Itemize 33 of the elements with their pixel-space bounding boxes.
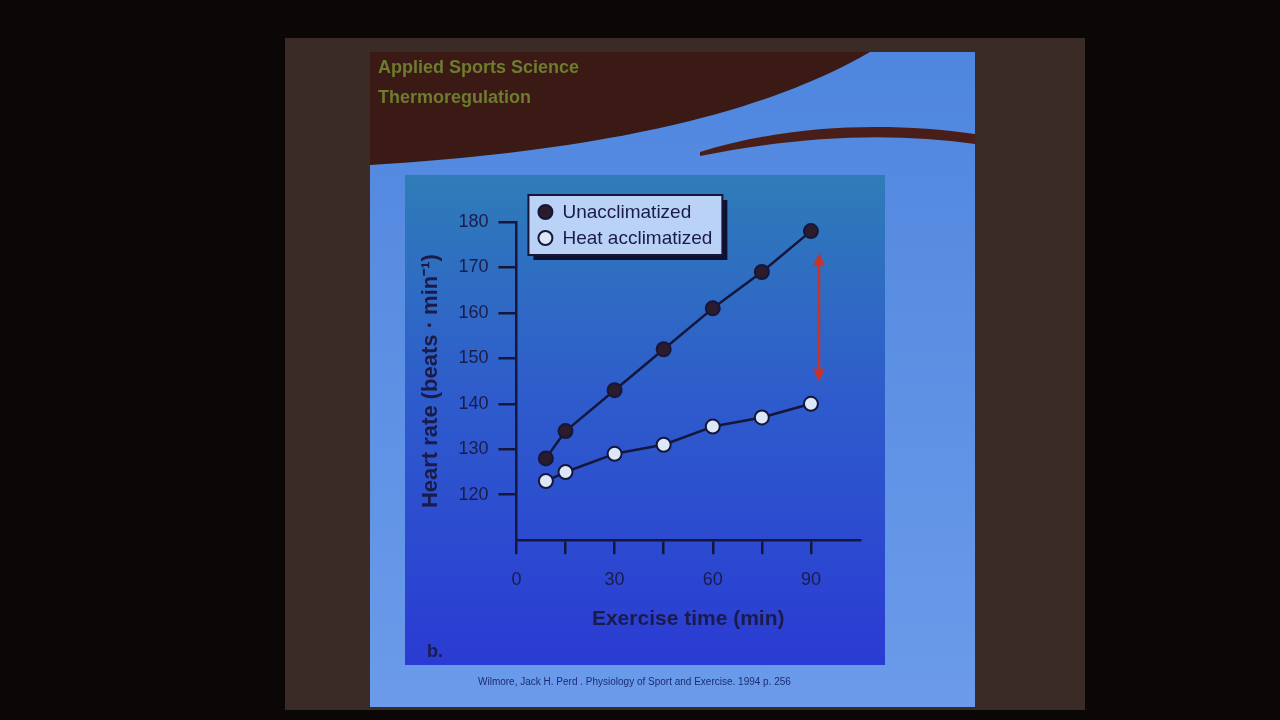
- x-tick-label: 60: [702, 568, 723, 589]
- legend-label: Unacclimatized: [562, 201, 692, 223]
- y-tick-label: 130: [458, 438, 489, 459]
- chart-title: Applied Sports Science: [378, 57, 580, 78]
- x-tick-label: 90: [800, 568, 821, 589]
- point: [606, 382, 623, 399]
- text: b.: [427, 641, 443, 662]
- point: [753, 409, 770, 426]
- y-tick-label: 170: [458, 256, 489, 277]
- point: [606, 445, 623, 462]
- point: [753, 264, 770, 280]
- y-axis-title: Heart rate (beats · min⁻¹): [417, 254, 443, 509]
- point: [537, 450, 554, 467]
- y-tick-label: 140: [458, 392, 489, 413]
- point: [802, 223, 819, 240]
- x-axis-title: Exercise time (min): [591, 606, 785, 630]
- point: [655, 341, 672, 358]
- y-tick-label: 180: [458, 210, 489, 231]
- y-tick-label: 160: [458, 301, 489, 322]
- point: [537, 473, 554, 490]
- x-tick-label: 0: [511, 568, 522, 589]
- chart-subtitle: Thermoregulation: [378, 87, 532, 108]
- point: [557, 423, 574, 440]
- point: [704, 300, 721, 317]
- point: [802, 395, 819, 412]
- y-tick-label: 150: [458, 347, 489, 368]
- x-tick-label: 30: [604, 568, 625, 589]
- point: [704, 418, 721, 435]
- y-tick-label: 120: [458, 483, 489, 504]
- text: Wilmore, Jack H. Perd . Physiology of Sport and Exercise. 1994 p. 256: [478, 676, 791, 687]
- legend-label: Heat acclimatized: [562, 227, 713, 249]
- point: [557, 464, 574, 481]
- point: [655, 436, 672, 453]
